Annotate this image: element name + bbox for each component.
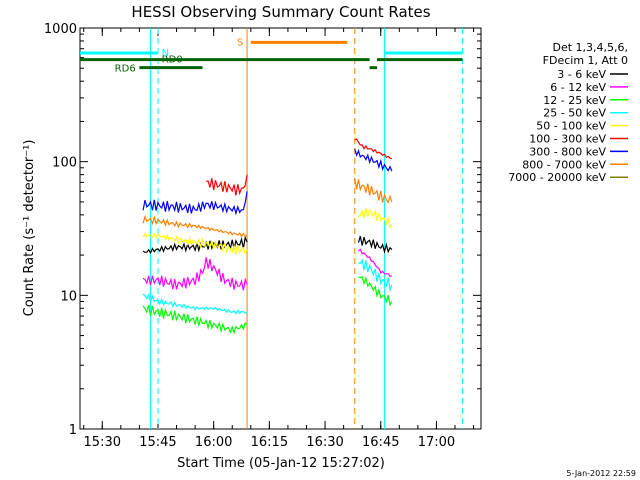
data-layer (80, 28, 463, 429)
y-tick-label: 1000 (44, 22, 77, 37)
flag-label-s: S (237, 38, 243, 49)
series-line (142, 214, 248, 238)
x-tick-label: 16:00 (195, 435, 232, 450)
series-line (354, 148, 393, 172)
series-line (358, 258, 393, 293)
legend-label: 12 - 25 keV (543, 94, 606, 107)
series-line (354, 178, 393, 204)
timestamp: 5-Jan-2012 22:59 (566, 469, 636, 478)
legend-header-line-2: FDecim 1, Att 0 (543, 54, 628, 67)
series-line (142, 191, 248, 216)
series-line (358, 248, 393, 277)
legend: Det 1,3,4,5,6, FDecim 1, Att 0 3 - 6 keV… (508, 41, 628, 184)
legend-label: 800 - 7000 keV (522, 158, 606, 171)
series-line (142, 304, 248, 335)
flag-label-rd0: RD0 (162, 55, 183, 66)
flag-label-n: N (162, 48, 169, 59)
y-tick-label: 100 (52, 156, 77, 171)
legend-label: 3 - 6 keV (557, 68, 606, 81)
y-axis-label: Count Rate (s⁻¹ detector⁻¹) (22, 140, 37, 317)
legend-label: 6 - 12 keV (550, 81, 606, 94)
legend-label: 7000 - 20000 keV (508, 171, 606, 184)
y-tick-label: 10 (60, 289, 77, 304)
series-line (142, 235, 248, 255)
series-line (142, 293, 248, 315)
legend-label: 25 - 50 keV (543, 107, 606, 120)
series-line (357, 236, 393, 255)
x-tick-label: 15:30 (84, 435, 121, 450)
chart-title: HESSI Observing Summary Count Rates (131, 3, 430, 21)
flag-label-rd6: RD6 (115, 64, 136, 75)
series-line (358, 275, 393, 307)
legend-label: 300 - 800 keV (529, 145, 606, 158)
plot-area: 15:30 15:45 16:00 16:15 16:30 16:45 17:00 1 10 10… (44, 22, 482, 450)
series-line (142, 232, 248, 256)
legend-label: 100 - 300 keV (529, 133, 606, 146)
x-tick-label: 16:45 (362, 435, 399, 450)
x-tick-label: 16:30 (306, 435, 343, 450)
legend-header-line-1: Det 1,3,4,5,6, (552, 41, 628, 54)
plot-frame (79, 27, 482, 430)
x-tick-label: 17:00 (418, 435, 455, 450)
y-tick-label: 1 (69, 423, 77, 438)
series-line (354, 138, 393, 160)
series-line (358, 208, 393, 229)
x-tick-label: 15:45 (139, 435, 176, 450)
x-tick-label: 16:15 (251, 435, 288, 450)
legend-label: 50 - 100 keV (536, 120, 606, 133)
series-line (206, 174, 248, 196)
x-axis-label: Start Time (05-Jan-12 15:27:02) (177, 456, 385, 471)
series-line (142, 257, 248, 291)
